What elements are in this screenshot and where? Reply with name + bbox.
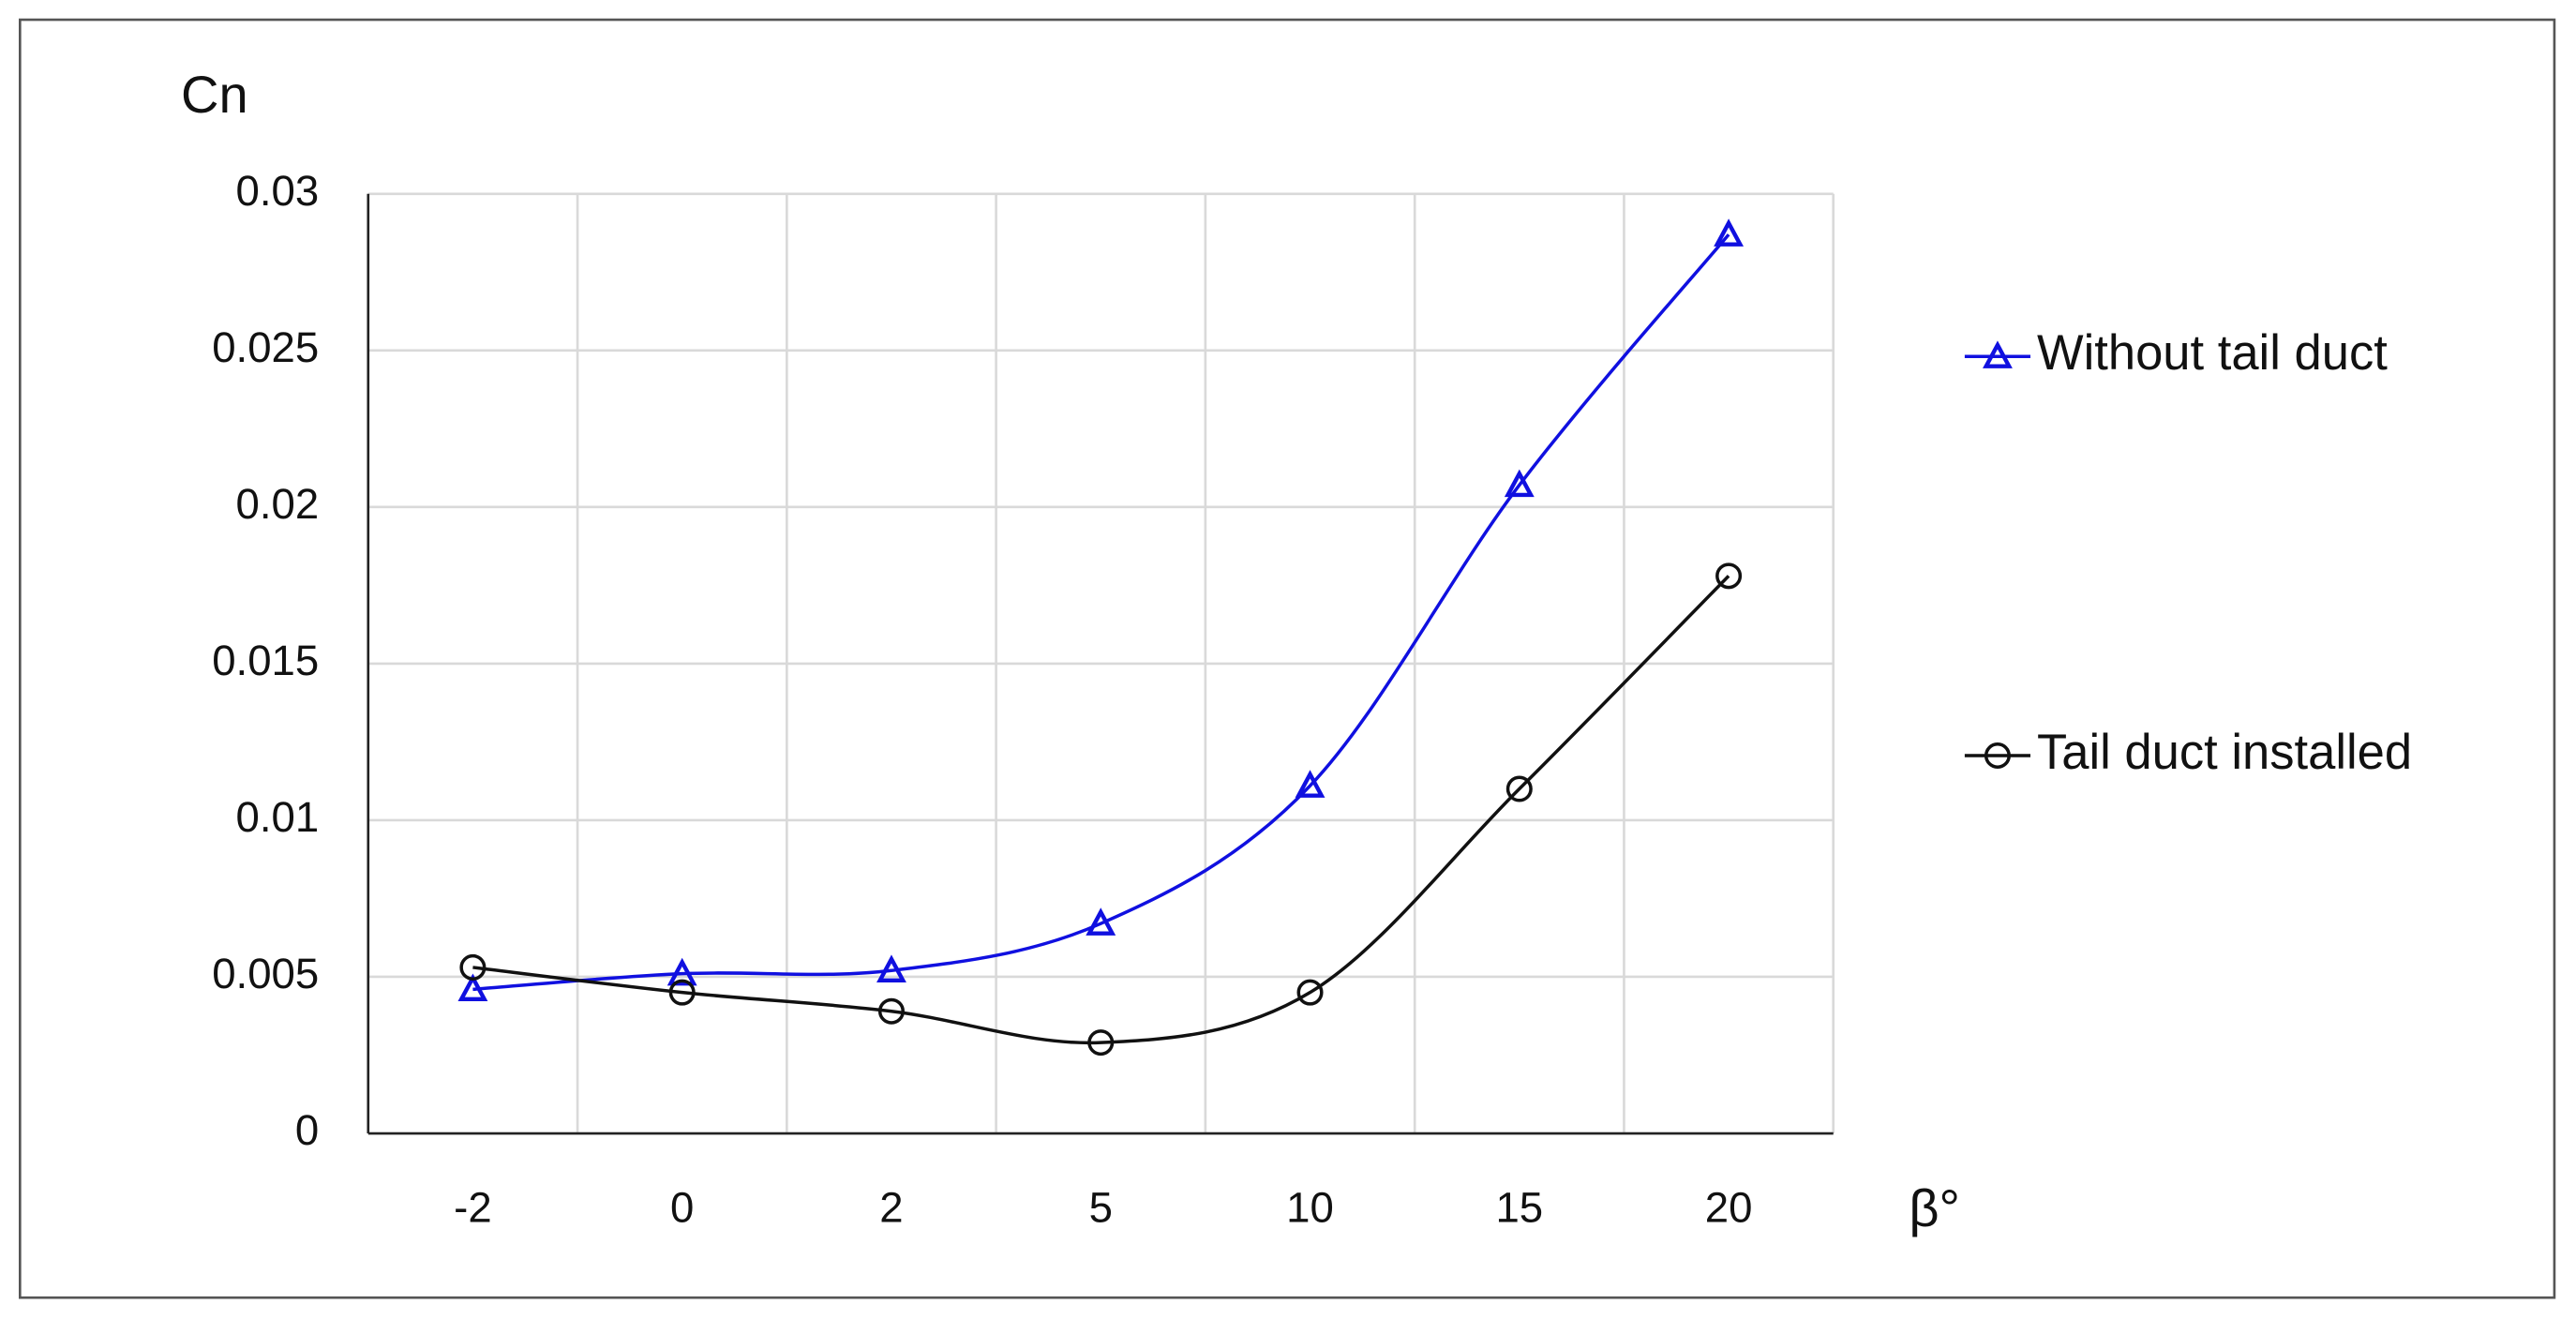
x-tick-label: -2 (454, 1183, 492, 1231)
x-tick-label: 15 (1495, 1183, 1543, 1231)
marker (1087, 1029, 1115, 1057)
legend-marker (1983, 340, 2013, 368)
marker (877, 997, 905, 1025)
marker (1715, 562, 1743, 590)
legend-label: Tail duct installed (2037, 725, 2412, 780)
y-tick-label: 0.025 (212, 323, 319, 371)
series-line (472, 233, 1730, 992)
x-axis-label: β° (1909, 1178, 1960, 1237)
y-tick-label: 0.01 (236, 793, 320, 841)
frame (19, 18, 2556, 1299)
y-tick-label: 0 (295, 1106, 319, 1154)
y-axis-label: Cn (181, 65, 248, 124)
y-tick-label: 0.005 (212, 950, 319, 997)
x-tick-label: 20 (1705, 1183, 1753, 1231)
marker (1296, 979, 1324, 1006)
marker (1295, 770, 1325, 798)
marker (459, 953, 487, 981)
marker (1504, 469, 1535, 498)
marker (1086, 907, 1116, 936)
x-tick-label: 10 (1286, 1183, 1334, 1231)
y-tick-label: 0.02 (236, 480, 320, 528)
y-tick-label: 0.015 (212, 637, 319, 684)
legend-label: Without tail duct (2037, 325, 2388, 381)
legend-marker (1984, 742, 2011, 770)
marker (457, 973, 488, 1002)
marker (666, 957, 697, 986)
marker (1505, 775, 1533, 802)
x-tick-label: 5 (1089, 1183, 1113, 1231)
x-tick-label: 2 (879, 1183, 903, 1231)
marker (876, 954, 906, 982)
marker (1714, 218, 1745, 247)
marker (668, 979, 696, 1006)
y-tick-label: 0.03 (236, 167, 320, 215)
x-tick-label: 0 (670, 1183, 694, 1231)
